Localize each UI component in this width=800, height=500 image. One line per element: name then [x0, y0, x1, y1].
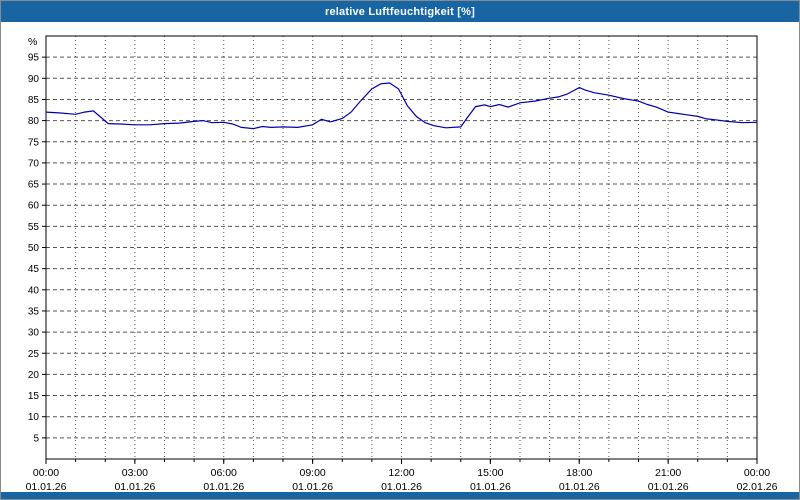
y-tick-label: 55: [28, 222, 40, 233]
x-time-label: 09:00: [299, 467, 325, 479]
series-line: [45, 82, 758, 130]
y-tick-label: 75: [28, 137, 40, 148]
y-tick-label: 50: [28, 243, 40, 254]
x-date-label: 01.01.26: [648, 481, 689, 492]
y-tick-label: 40: [28, 285, 40, 296]
window-title: relative Luftfeuchtigkeit [%]: [324, 5, 476, 18]
y-tick-label: 60: [28, 201, 40, 212]
x-time-label: 00:00: [744, 467, 770, 479]
x-date-label: 02.01.26: [737, 481, 778, 492]
y-tick-label: 95: [28, 53, 40, 64]
plot-border: [45, 35, 758, 460]
x-date-label: 01.01.26: [26, 481, 67, 492]
x-date-label: 01.01.26: [203, 481, 244, 492]
y-tick-label: 45: [28, 264, 40, 275]
x-time-label: 03:00: [122, 467, 148, 479]
chart-area: 5 10 15 20 25 30 35 40 45 50 55 60 65 70 75 80 85 90 95 00:…: [1, 22, 799, 492]
y-tick-label: 35: [28, 306, 40, 317]
y-axis-unit-label: %: [28, 36, 37, 48]
y-tick-label: 85: [28, 95, 40, 106]
x-time-label: 06:00: [211, 467, 237, 479]
x-date-label: 01.01.26: [470, 481, 511, 492]
x-date-label: 01.01.26: [559, 481, 600, 492]
y-tick-label: 15: [28, 391, 40, 402]
x-time-label: 00:00: [33, 467, 59, 479]
x-time-label: 21:00: [655, 467, 681, 479]
window-titlebar: relative Luftfeuchtigkeit [%]: [1, 1, 799, 22]
y-tick-label: 25: [28, 349, 40, 360]
x-time-label: 15:00: [477, 467, 503, 479]
y-tick-label: 90: [28, 74, 40, 85]
y-tick-label: 65: [28, 180, 40, 191]
x-date-label: 01.01.26: [292, 481, 333, 492]
humidity-chart-svg: 5 10 15 20 25 30 35 40 45 50 55 60 65 70 75 80 85 90 95 00:…: [26, 35, 778, 492]
y-tick-label: 80: [28, 116, 40, 127]
x-date-label: 01.01.26: [114, 481, 155, 492]
y-tick-label: 20: [28, 370, 40, 381]
x-time-label: 18:00: [566, 467, 592, 479]
window-bottom-strip: [1, 492, 799, 499]
x-time-label: 12:00: [388, 467, 414, 479]
y-tick-label: 70: [28, 158, 40, 169]
y-tick-label: 30: [28, 328, 40, 339]
y-tick-label: 10: [28, 412, 40, 423]
x-date-label: 01.01.26: [381, 481, 422, 492]
y-tick-label: 5: [33, 433, 39, 444]
